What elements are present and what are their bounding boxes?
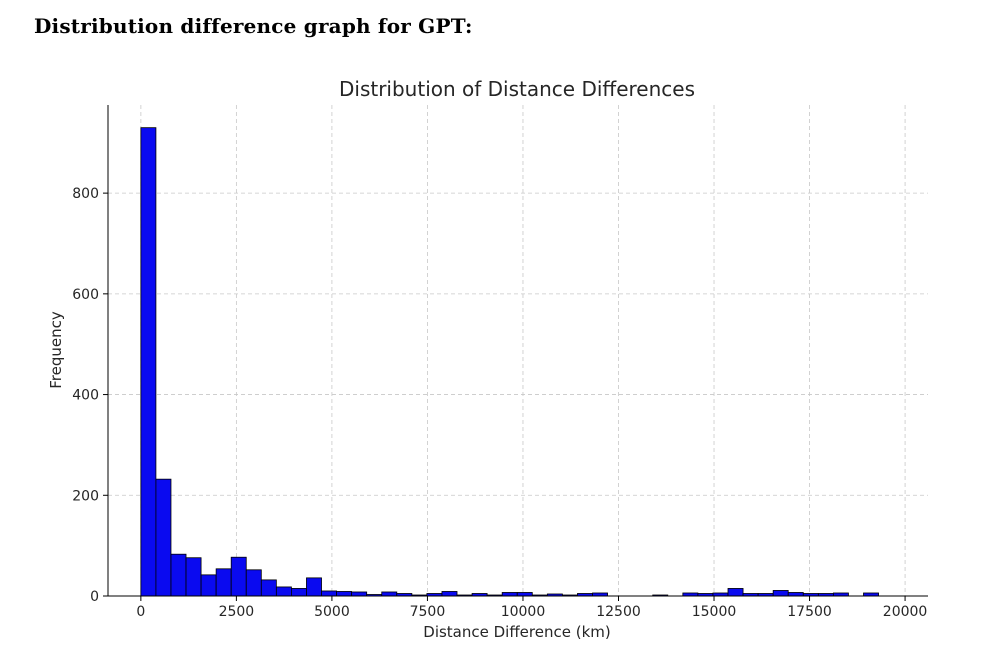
x-tick-label: 20000 bbox=[883, 604, 928, 620]
x-tick-label: 5000 bbox=[314, 604, 350, 620]
x-tick-label: 17500 bbox=[787, 604, 832, 620]
histogram-bar bbox=[381, 591, 398, 597]
histogram-bar bbox=[291, 588, 307, 597]
y-tick-label: 400 bbox=[72, 388, 99, 404]
x-tick-label: 12500 bbox=[596, 604, 641, 620]
histogram-bar bbox=[260, 579, 277, 597]
histogram-bar bbox=[321, 590, 337, 597]
histogram-bar bbox=[215, 568, 232, 597]
y-tick-label: 800 bbox=[72, 186, 99, 202]
histogram-bar bbox=[245, 569, 262, 597]
bar-layer bbox=[140, 127, 879, 597]
x-tick-label: 15000 bbox=[692, 604, 737, 620]
histogram-bar bbox=[155, 478, 172, 597]
x-axis-label: Distance Difference (km) bbox=[423, 623, 610, 641]
histogram-bar bbox=[501, 592, 518, 597]
y-tick-label: 600 bbox=[72, 287, 99, 303]
tick-layer: 0 2500 5000 7500 10000 12500 15000 17500 20000 0 2… bbox=[72, 186, 927, 620]
y-axis-label: Frequency bbox=[47, 311, 65, 389]
histogram-bar bbox=[787, 592, 804, 597]
histogram-bar bbox=[516, 592, 533, 597]
histogram-bar bbox=[140, 127, 157, 597]
chart-title: Distribution of Distance Differences bbox=[339, 77, 695, 101]
axis-layer bbox=[107, 105, 928, 597]
histogram-bar bbox=[441, 591, 458, 597]
y-tick-label: 0 bbox=[90, 589, 99, 605]
histogram-bar bbox=[170, 553, 187, 597]
histogram-bar bbox=[200, 574, 217, 597]
grid-layer bbox=[108, 105, 928, 597]
histogram-bar bbox=[727, 588, 744, 597]
x-tick-label: 2500 bbox=[219, 604, 255, 620]
histogram-bar bbox=[275, 586, 292, 597]
page-heading: Distribution difference graph for GPT: bbox=[34, 14, 473, 38]
x-tick-label: 0 bbox=[136, 604, 145, 620]
histogram-bar bbox=[185, 557, 202, 597]
histogram-bar bbox=[230, 556, 247, 597]
x-tick-label: 10000 bbox=[501, 604, 546, 620]
x-tick-label: 7500 bbox=[410, 604, 446, 620]
histogram-bar bbox=[336, 591, 353, 597]
histogram-bar bbox=[351, 591, 368, 597]
y-tick-label: 200 bbox=[72, 488, 99, 504]
histogram-bar bbox=[772, 590, 789, 597]
histogram-bar bbox=[306, 577, 322, 597]
